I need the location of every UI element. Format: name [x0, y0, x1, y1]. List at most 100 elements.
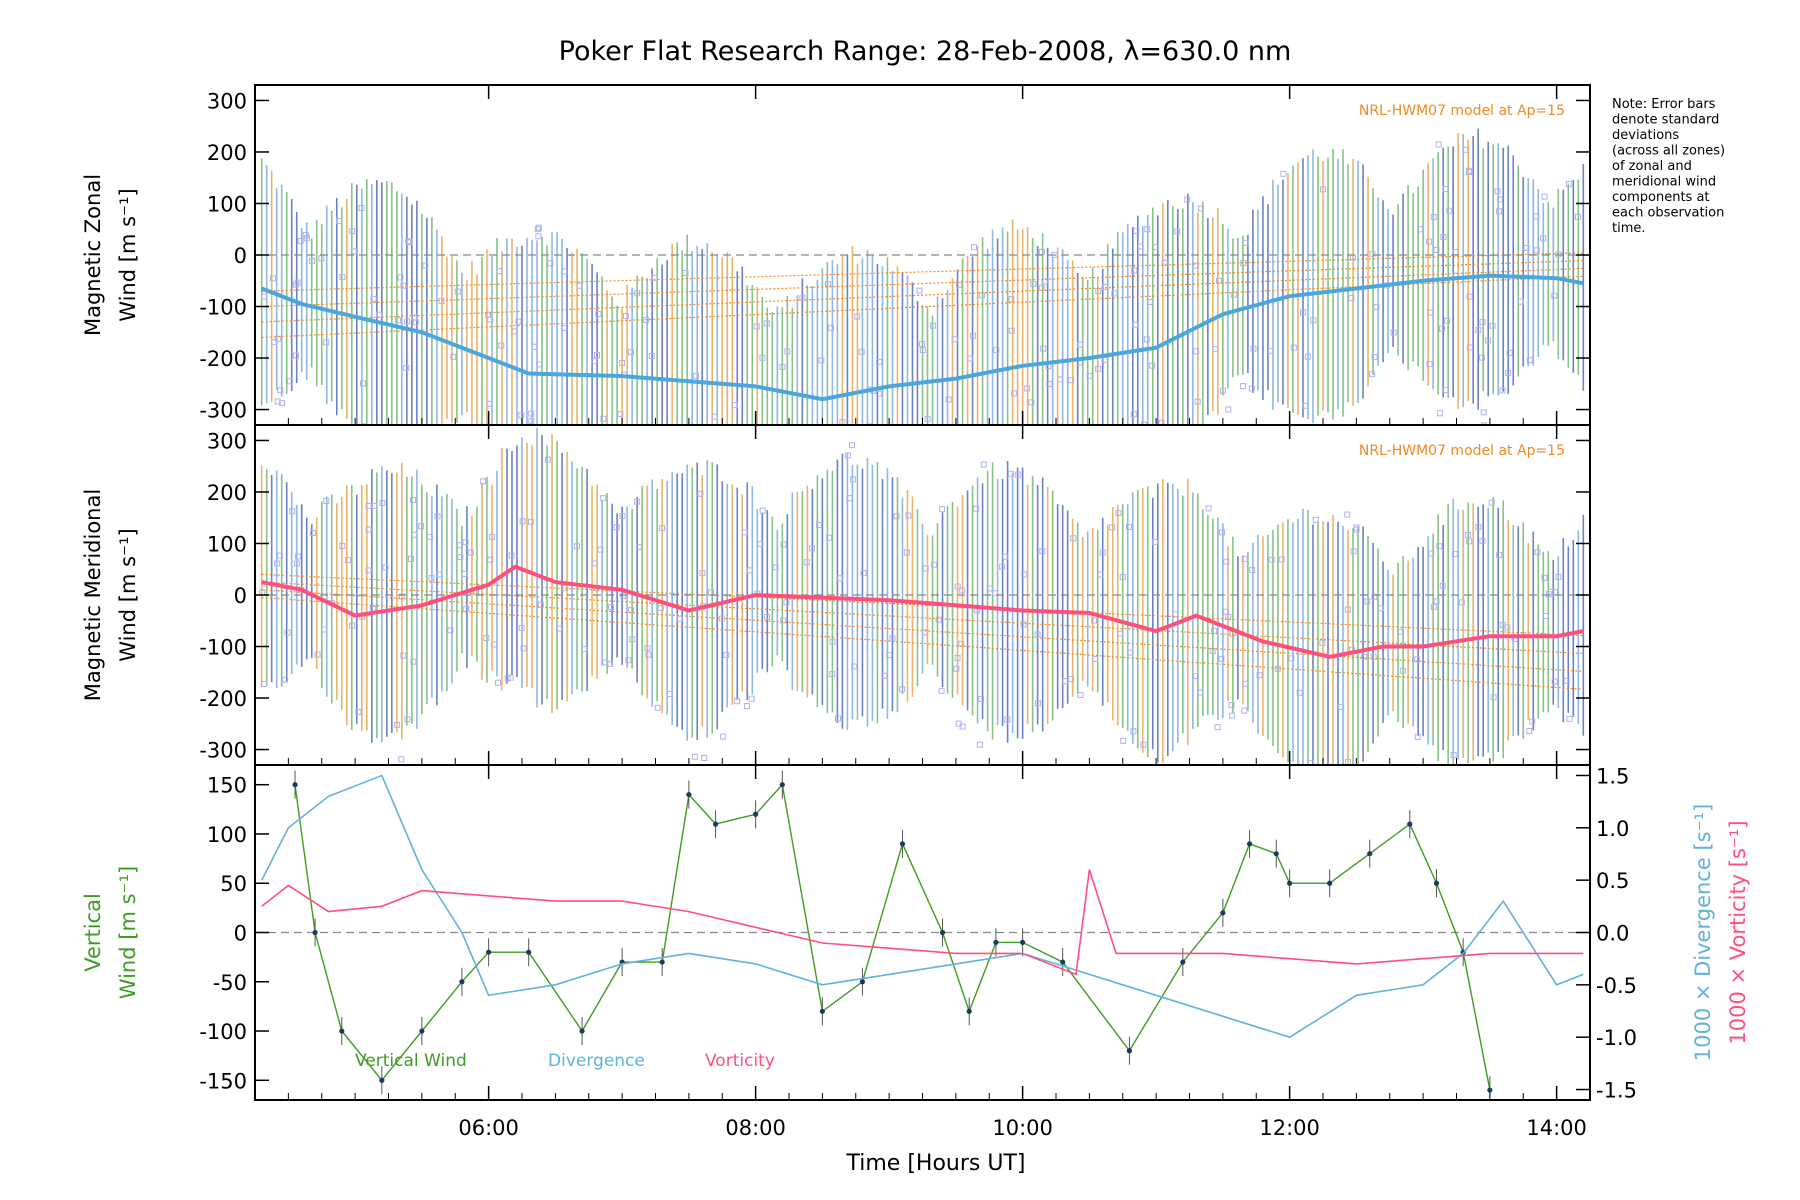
vertical-point [459, 979, 465, 985]
scatter-point [282, 676, 289, 683]
scatter-point [411, 314, 418, 321]
scatter-point [1529, 718, 1536, 725]
scatter-point [1433, 246, 1440, 253]
y-tick-label: -300 [199, 399, 247, 423]
scatter-point [954, 654, 961, 661]
scatter-point [261, 681, 268, 688]
scatter-point [1361, 653, 1368, 660]
scatter-point [829, 638, 836, 645]
scatter-point [691, 753, 698, 760]
scatter-point [535, 224, 542, 231]
scatter-point [1436, 543, 1443, 550]
scatter-point [1211, 345, 1218, 352]
scatter-point [600, 415, 607, 422]
x-tick-label: 14:00 [1526, 1116, 1587, 1140]
scatter-point [1364, 598, 1371, 605]
scatter-point [1489, 322, 1496, 329]
scatter-point [1396, 628, 1403, 635]
y2-tick-label: 1.5 [1596, 764, 1629, 788]
scatter-point [648, 352, 655, 359]
scatter-point [1218, 655, 1225, 662]
scatter-point [628, 349, 635, 356]
vertical-point [753, 811, 759, 817]
scatter-point [619, 360, 626, 367]
scatter-point [826, 534, 833, 541]
scatter-point [405, 238, 412, 245]
y-tick-label: 300 [207, 89, 247, 113]
scatter-point [1505, 370, 1512, 377]
vertical-wind-panel: Vertical Wind Divergence Vorticity -150 -100… [81, 764, 1750, 1103]
scatter-point [555, 625, 562, 632]
scatter-point [1496, 196, 1503, 203]
scatter-point [1499, 387, 1506, 394]
scatter-point [274, 398, 281, 405]
scatter-point [321, 626, 328, 633]
scatter-point [1551, 292, 1558, 299]
scatter-point [1109, 524, 1116, 531]
scatter-point [1399, 667, 1406, 674]
scatter-point [397, 274, 404, 281]
scatter-point [1034, 631, 1041, 638]
scatter-point [919, 340, 926, 347]
scatter-point [1464, 531, 1471, 538]
scatter-point [1004, 716, 1011, 723]
scatter-point [365, 526, 372, 533]
scatter-point [846, 495, 853, 502]
scatter-point [1216, 277, 1223, 284]
scatter-point [350, 248, 357, 255]
scatter-point [1496, 208, 1503, 215]
scatter-point [657, 605, 664, 612]
scatter-point [600, 495, 607, 502]
y2-tick-label: -1.5 [1596, 1079, 1637, 1103]
scatter-point [361, 423, 368, 425]
scatter-point [1310, 317, 1317, 324]
x-axis-label: Time [Hours UT] [846, 1151, 1026, 1176]
scatter-point [279, 400, 286, 407]
scatter-point [656, 465, 661, 470]
scatter-point [844, 452, 851, 459]
scatter-point [613, 524, 620, 531]
scatter-point [561, 268, 568, 275]
vertical-point [1487, 1087, 1493, 1093]
model-curve [261, 597, 1584, 690]
y2-tick-label: 0.0 [1596, 922, 1629, 946]
scatter-point [1256, 672, 1263, 679]
meridional-wind-panel: NRL-HWM07 model at Ap=15 -300 -200 -100 0 100… [81, 424, 1591, 766]
y-axis-label: Magnetic Meridional [81, 489, 105, 701]
scatter-point [531, 343, 538, 350]
y-axis-label: Wind [m s⁻¹] [116, 188, 140, 321]
scatter-point [1143, 336, 1150, 343]
scatter-point [1436, 410, 1443, 417]
scatter-point [496, 268, 503, 275]
scatter-point [1563, 677, 1570, 684]
scatter-point [510, 328, 517, 335]
scatter-point [1430, 213, 1437, 220]
scatter-point [528, 518, 535, 525]
model-curve [261, 573, 1584, 637]
scatter-point [1542, 612, 1549, 619]
model-curve [261, 260, 1584, 308]
scatter-point [1480, 422, 1487, 425]
scatter-point [1319, 639, 1326, 646]
scatter-point [520, 645, 527, 652]
scatter-point [1444, 317, 1451, 324]
scatter-point [1008, 296, 1015, 303]
scatter-point [488, 533, 495, 540]
scatter-point [518, 412, 525, 419]
scatter-point [783, 599, 790, 606]
y2-tick-label: -1.0 [1596, 1026, 1637, 1050]
scatter-point [302, 231, 309, 238]
scatter-point [741, 529, 748, 536]
scatter-point [1479, 319, 1486, 326]
scatter-point [1523, 244, 1530, 251]
scatter-point [426, 533, 433, 540]
scatter-point [1038, 284, 1045, 291]
scatter-point [467, 549, 474, 556]
scatter-point [815, 464, 820, 469]
scatter-point [560, 325, 567, 332]
scatter-point [1475, 523, 1482, 530]
scatter-point [692, 372, 699, 379]
scatter-point [803, 433, 808, 438]
y-tick-label: 50 [220, 872, 247, 896]
